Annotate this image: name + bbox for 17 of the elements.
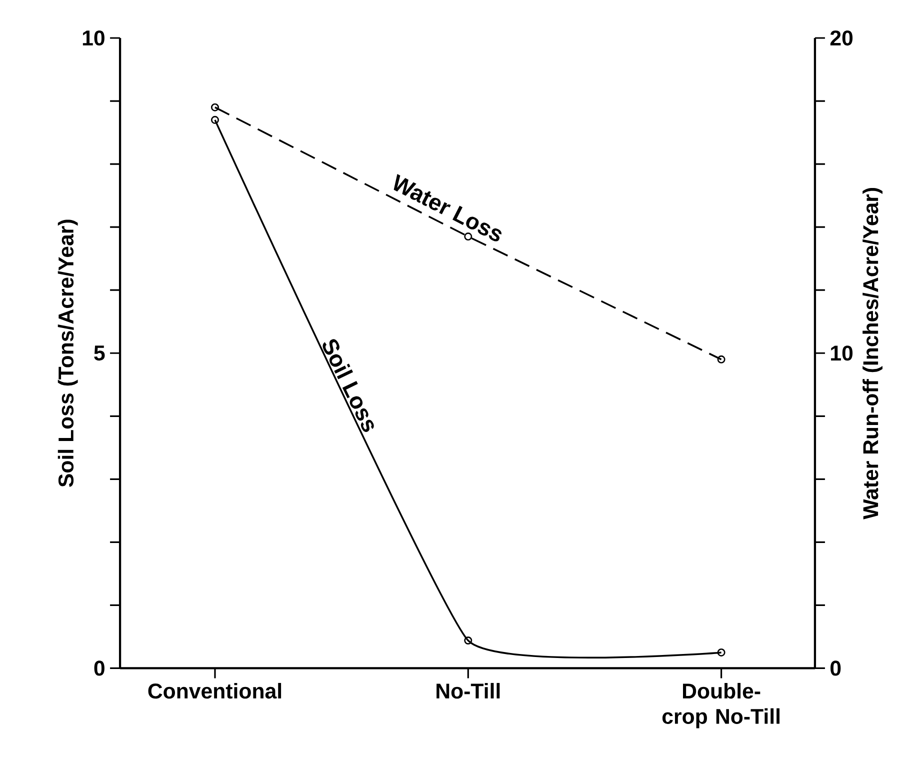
text: Soil Loss xyxy=(322,339,374,432)
point xyxy=(210,116,219,124)
y-tick-label: 10 xyxy=(82,30,104,46)
y2-tick-label: 10 xyxy=(831,345,853,361)
y-tick-label: 5 xyxy=(94,346,105,360)
x-tick-label: Double-crop No-Till xyxy=(662,682,780,728)
y2-tick-label: 0 xyxy=(830,660,841,676)
point xyxy=(210,103,219,112)
point xyxy=(464,636,472,644)
y2-axis-title: Water Run-off (Inches/Acre/Year) xyxy=(862,188,882,520)
point xyxy=(717,355,726,364)
y-axis-title: Soil Loss (Tons/Acre/Year) xyxy=(58,220,78,487)
y-tick-label: 0 xyxy=(94,660,104,676)
x-tick-label: Conventional xyxy=(148,682,282,698)
point xyxy=(717,648,726,656)
x-tick-label: No-Till xyxy=(436,682,500,698)
y2-tick-label: 20 xyxy=(830,30,853,46)
